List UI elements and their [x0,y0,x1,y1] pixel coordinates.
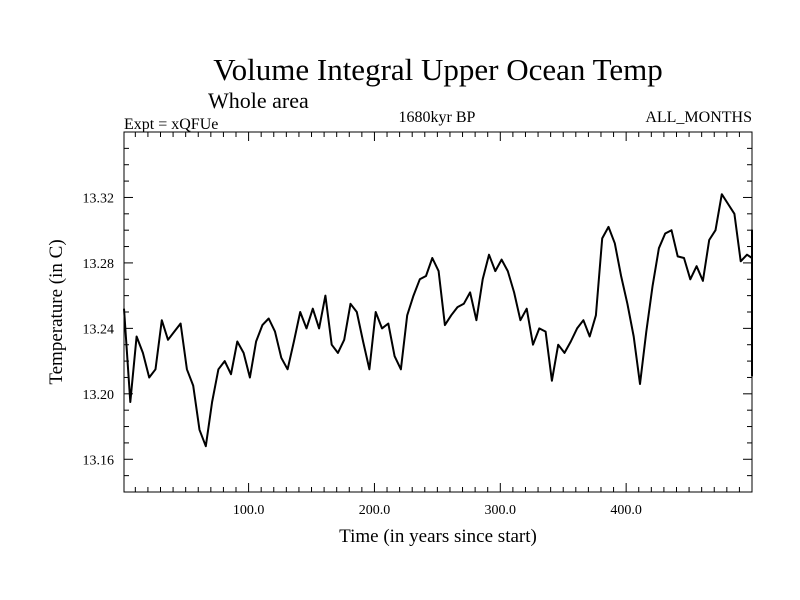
x-tick-label: 400.0 [610,503,642,518]
y-tick-label: 13.16 [83,453,115,468]
axis-tick-labels: 100.0 200.0 300.0 400.0 13.16 13.20 13.24 13.28… [83,191,642,518]
y-axis-label: Temperature (in C) [46,239,67,384]
x-tick-label: 100.0 [233,503,265,518]
x-axis-label: Time (in years since start) [339,526,537,547]
annotation-period: 1680kyr BP [399,109,476,126]
y-tick-label: 13.20 [83,388,115,403]
y-tick-label: 13.28 [83,257,115,272]
temperature-series-line [123,193,753,448]
plot-frame [123,131,753,493]
axis-ticks [124,131,753,493]
y-tick-label: 13.32 [83,191,115,206]
x-tick-label: 200.0 [359,503,391,518]
chart-title: Volume Integral Upper Ocean Temp [213,52,663,87]
chart-subtitle: Whole area [208,88,309,113]
annotation-experiment: Expt = xQFUe [124,116,218,133]
x-tick-label: 300.0 [485,503,517,518]
annotation-months: ALL_MONTHS [645,109,752,126]
y-tick-label: 13.24 [83,322,115,337]
